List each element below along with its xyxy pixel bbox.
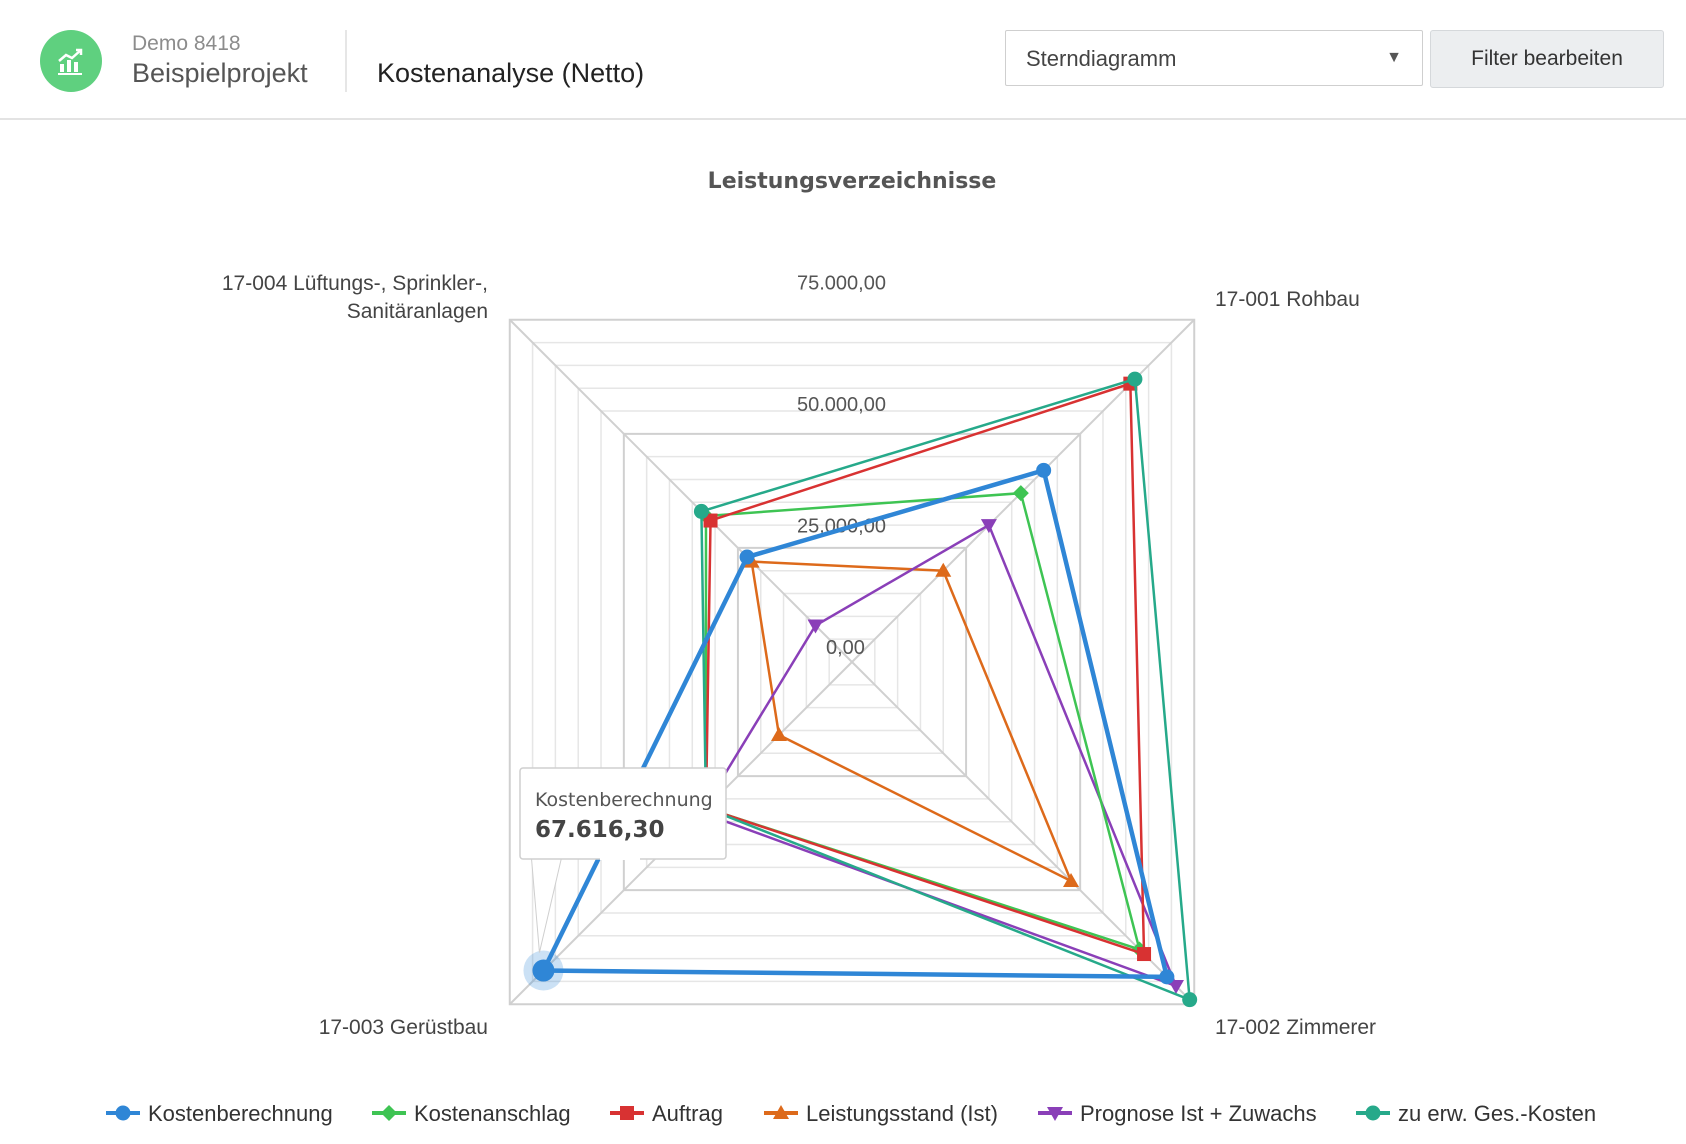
axis-value-label: 50.000,00 [797,394,886,416]
legend-label: Kostenanschlag [414,1101,571,1126]
series-auftrag [698,376,1152,962]
data-point [703,513,718,528]
chart-title: Leistungsverzeichnisse [708,169,997,194]
axis-value-label: 75.000,00 [797,273,886,295]
series-line [700,377,1192,1002]
legend-marker [381,1105,397,1121]
legend-item[interactable]: Kostenanschlag [372,1101,571,1126]
header-divider [345,30,347,92]
data-point [980,519,997,534]
legend-item[interactable]: Leistungsstand (Ist) [764,1101,998,1126]
category-label: 17-001 Rohbau [1215,288,1360,311]
axis-value-label: 0,00 [826,637,865,659]
data-point [1159,969,1175,985]
page-title: Kostenanalyse (Netto) [377,58,645,88]
app-logo[interactable] [40,30,102,92]
chart-legend: Kostenberechnung Kostenanschlag Auftrag Lei… [106,1101,1596,1126]
chart-type-select-value: Sterndiagramm [1026,46,1177,71]
grid-spoke [509,319,853,663]
app-header: Demo 8418 Beispielprojekt Kostenanalyse … [0,0,1686,120]
legend-marker [1365,1105,1381,1121]
filter-button[interactable]: Filter bearbeiten [1430,30,1664,88]
legend-label: Prognose Ist + Zuwachs [1080,1101,1317,1126]
series-line [704,381,1146,956]
legend-item[interactable]: Auftrag [610,1101,723,1126]
data-point [1167,979,1184,994]
tooltip-series-name: Kostenberechnung [535,789,713,811]
tooltip-value: 67.616,30 [535,817,665,843]
legend-marker [1047,1107,1063,1121]
data-point [1127,371,1143,387]
category-label: 17-002 Zimmerer [1215,1016,1376,1039]
legend-label: Kostenberechnung [148,1101,333,1126]
data-point [1182,992,1198,1008]
legend-marker [115,1105,131,1121]
radar-category-labels: 17-001 Rohbau 17-002 Zimmerer 17-003 Gerüs… [222,272,1376,1039]
legend-label: Leistungsstand (Ist) [806,1101,998,1126]
category-label: 17-004 Lüftungs-, Sprinkler-, Sanitäranla… [222,272,488,323]
series-kostenberechnung [523,462,1175,991]
legend-marker [620,1106,634,1120]
series-zu-erw-ges-kosten [693,371,1198,1008]
data-point [1137,947,1152,962]
chart-logo-icon [58,48,83,75]
chart-tooltip: Kostenberechnung 67.616,30 [519,767,727,953]
series-line [539,467,1170,980]
legend-label: Auftrag [652,1101,723,1126]
data-point [807,619,824,634]
data-point [935,562,952,577]
data-point [693,503,709,519]
data-point [1063,873,1080,888]
project-id: Demo 8418 [132,32,241,55]
series-prognose-ist-zuwachs [693,519,1184,994]
data-point [532,959,555,982]
data-point [770,727,787,742]
project-name[interactable]: Beispielprojekt [132,58,308,88]
data-point [1012,485,1029,502]
data-point [1036,462,1052,478]
tooltip-joint [600,852,640,860]
legend-label: zu erw. Ges.-Kosten [1398,1101,1596,1126]
legend-item[interactable]: Kostenberechnung [106,1101,333,1126]
radar-chart: Leistungsverzeichnisse 0,0025.000,0050.0… [106,169,1596,1126]
caret-down-icon: ▼ [1386,49,1402,66]
category-label: 17-003 Gerüstbau [319,1016,488,1039]
legend-marker [773,1105,789,1119]
legend-item[interactable]: Prognose Ist + Zuwachs [1038,1101,1317,1126]
chart-type-select[interactable]: Sterndiagramm ▼ [1005,30,1423,86]
legend-item[interactable]: zu erw. Ges.-Kosten [1356,1101,1596,1126]
data-point [739,549,755,565]
tooltip-box [519,767,727,860]
series-line [699,523,1179,989]
